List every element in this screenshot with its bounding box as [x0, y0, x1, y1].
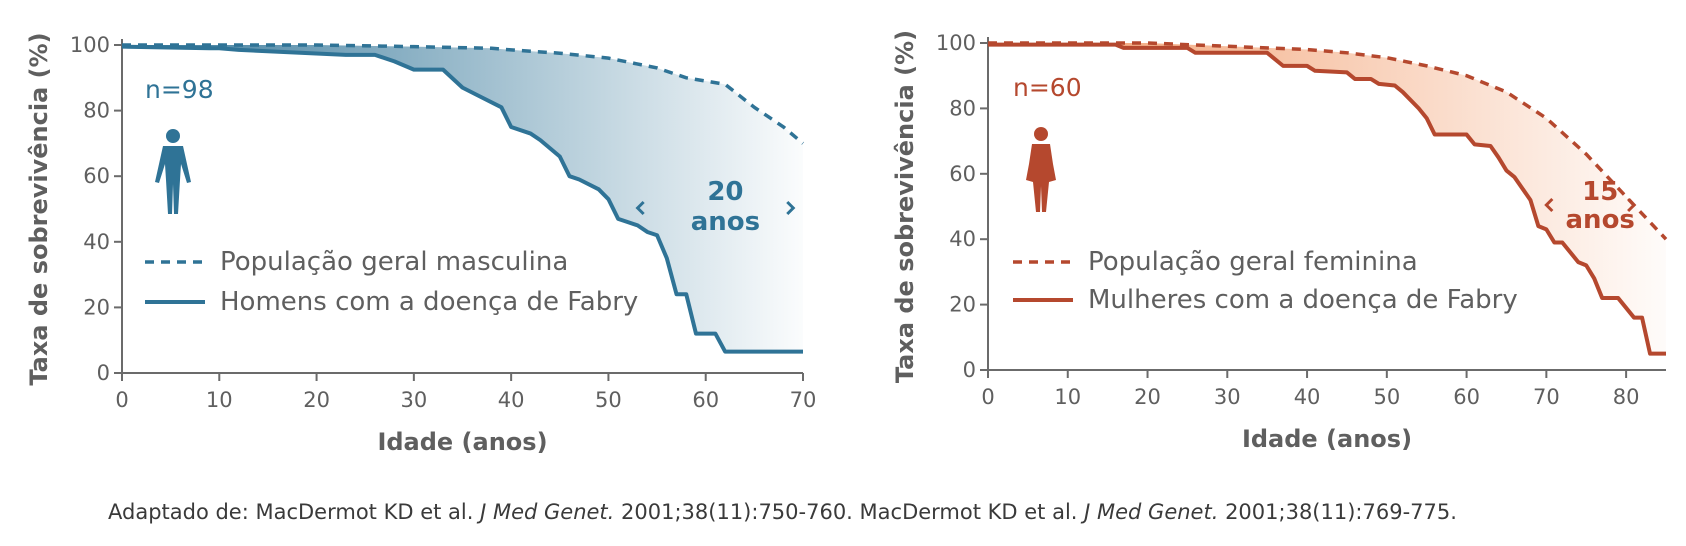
x-tick-label: 30	[400, 388, 427, 412]
legend-label-fabry: Mulheres com a doença de Fabry	[1088, 285, 1518, 315]
y-tick-label: 100	[936, 31, 976, 55]
gap-arrow-right-icon	[786, 200, 796, 216]
series-line-fabry-patients	[121, 44, 803, 354]
y-tick-label: 40	[83, 230, 110, 254]
x-tick-label: 40	[498, 388, 525, 412]
gap-arrow-left-icon	[635, 200, 645, 216]
series-line-general-population	[988, 41, 1668, 241]
citation-ref-2: 2001;38(11):769-775.	[1218, 500, 1457, 524]
x-tick-label: 10	[1054, 385, 1081, 409]
male-survival-chart: 0 10 20 30 40 50 60 70 0 20 40 60 80 100 Idade (anos) T…	[25, 32, 816, 456]
x-tick-label: 70	[790, 388, 817, 412]
y-tick-label: 20	[949, 293, 976, 317]
x-tick-label: 0	[981, 385, 994, 409]
x-axis-label: Idade (anos)	[377, 428, 547, 456]
gap-value: 20	[707, 177, 743, 207]
legend-label-general: População geral masculina	[220, 247, 568, 277]
x-tick-label: 60	[1453, 385, 1480, 409]
x-tick-label: 20	[303, 388, 330, 412]
gap-unit: anos	[691, 207, 760, 237]
survival-gap-area	[988, 43, 1666, 354]
citation-journal-1: J Med Genet.	[480, 500, 615, 524]
male-figure-icon-head	[166, 129, 180, 143]
sample-size-label: n=98	[145, 75, 214, 104]
y-tick-label: 40	[949, 227, 976, 251]
legend-label-general: População geral feminina	[1088, 247, 1418, 277]
citation: Adaptado de: MacDermot KD et al. J Med G…	[108, 500, 1457, 524]
survival-gap-area	[122, 45, 803, 352]
x-tick-label: 80	[1613, 385, 1640, 409]
y-axis-label: Taxa de sobrevivência (%)	[891, 30, 919, 383]
female-figure-icon-head	[1034, 127, 1048, 141]
sample-size-label: n=60	[1013, 73, 1082, 102]
y-tick-label: 60	[949, 162, 976, 186]
series-line-general-population	[122, 43, 805, 145]
y-tick-label: 20	[83, 295, 110, 319]
gap-unit: anos	[1566, 205, 1635, 235]
female-figure-icon-body	[1026, 144, 1056, 212]
x-tick-label: 50	[1373, 385, 1400, 409]
x-tick-label: 10	[206, 388, 233, 412]
gap-arrow-right-icon	[1627, 197, 1637, 213]
x-tick-label: 50	[595, 388, 622, 412]
citation-ref-1: 2001;38(11):750-760. MacDermot KD et al.	[614, 500, 1085, 524]
legend-label-fabry: Homens com a doença de Fabry	[220, 287, 638, 317]
male-figure-icon	[155, 129, 191, 214]
y-tick-label: 80	[949, 96, 976, 120]
citation-journal-2: J Med Genet.	[1084, 500, 1219, 524]
y-tick-label: 0	[97, 361, 110, 385]
x-tick-label: 40	[1294, 385, 1321, 409]
x-tick-label: 60	[692, 388, 719, 412]
x-tick-label: 0	[115, 388, 128, 412]
x-tick-label: 20	[1134, 385, 1161, 409]
female-figure-icon	[1026, 127, 1056, 212]
y-tick-label: 100	[70, 33, 110, 57]
x-tick-label: 70	[1533, 385, 1560, 409]
y-tick-label: 0	[963, 358, 976, 382]
x-tick-label: 30	[1214, 385, 1241, 409]
gap-arrow-left-icon	[1544, 197, 1554, 213]
y-tick-label: 60	[83, 164, 110, 188]
y-axis-label: Taxa de sobrevivência (%)	[25, 32, 53, 385]
series-line-fabry-patients	[988, 42, 1666, 356]
female-survival-chart: 0 10 20 30 40 50 60 70 80 0 20 40 60 80 100 Idade (anos…	[891, 30, 1668, 453]
gap-value: 15	[1582, 177, 1618, 207]
y-tick-label: 80	[83, 99, 110, 123]
male-figure-icon-body	[155, 146, 191, 214]
x-axis-label: Idade (anos)	[1242, 425, 1412, 453]
citation-prefix: Adaptado de: MacDermot KD et al.	[108, 500, 481, 524]
